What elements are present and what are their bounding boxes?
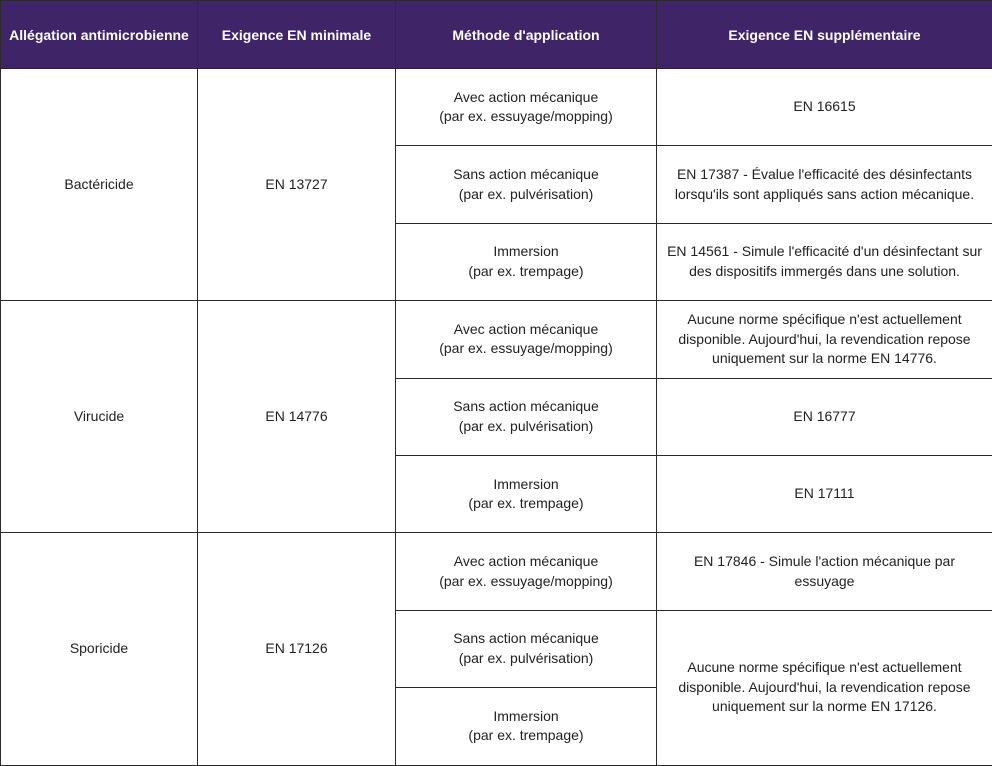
method-cell: Avec action mécanique(par ex. essuyage/m… (396, 533, 657, 610)
header-min: Exigence EN minimale (198, 1, 396, 69)
extra-cell: EN 17111 (657, 455, 992, 532)
method-cell: Sans action mécanique(par ex. pulvérisat… (396, 378, 657, 455)
table-row: Virucide EN 14776 Avec action mécanique(… (1, 301, 992, 378)
extra-cell: Aucune norme spécifique n'est actuelleme… (657, 301, 992, 378)
method-cell: Avec action mécanique(par ex. essuyage/m… (396, 301, 657, 378)
header-method: Méthode d'application (396, 1, 657, 69)
extra-cell: Aucune norme spécifique n'est actuelleme… (657, 610, 992, 765)
claim-cell: Bactéricide (1, 69, 198, 301)
claim-cell: Virucide (1, 301, 198, 533)
min-cell: EN 17126 (198, 533, 396, 765)
table-row: Bactéricide EN 13727 Avec action mécaniq… (1, 69, 992, 146)
claim-cell: Sporicide (1, 533, 198, 765)
header-row: Allégation antimicrobienne Exigence EN m… (1, 1, 992, 69)
extra-cell: EN 16615 (657, 69, 992, 146)
min-cell: EN 13727 (198, 69, 396, 301)
method-cell: Avec action mécanique(par ex. essuyage/m… (396, 69, 657, 146)
method-cell: Immersion(par ex. trempage) (396, 455, 657, 532)
extra-cell: EN 17387 - Évalue l'efficacité des désin… (657, 146, 992, 223)
min-cell: EN 14776 (198, 301, 396, 533)
header-claim: Allégation antimicrobienne (1, 1, 198, 69)
extra-cell: EN 17846 - Simule l'action mécanique par… (657, 533, 992, 610)
table-row: Sporicide EN 17126 Avec action mécanique… (1, 533, 992, 610)
header-extra: Exigence EN supplémentaire (657, 1, 992, 69)
method-cell: Immersion(par ex. trempage) (396, 688, 657, 765)
method-cell: Immersion(par ex. trempage) (396, 223, 657, 300)
extra-cell: EN 16777 (657, 378, 992, 455)
extra-cell: EN 14561 - Simule l'efficacité d'un dési… (657, 223, 992, 300)
method-cell: Sans action mécanique(par ex. pulvérisat… (396, 610, 657, 687)
method-cell: Sans action mécanique(par ex. pulvérisat… (396, 146, 657, 223)
